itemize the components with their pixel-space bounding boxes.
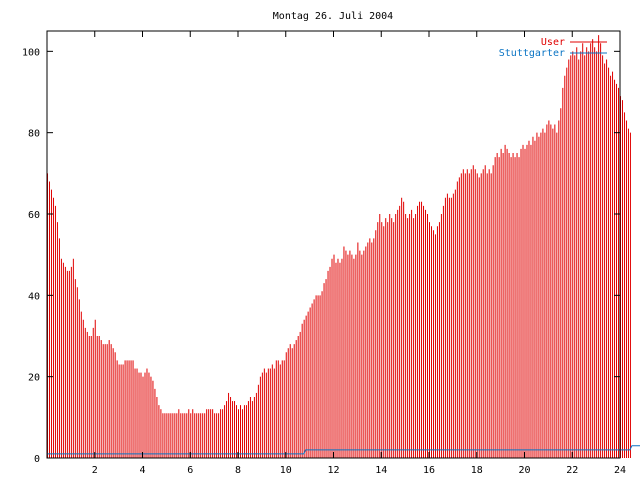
chart-title: Montag 26. Juli 2004 (273, 11, 393, 22)
legend-user-label: User (541, 37, 565, 48)
stuttgarter-series (47, 445, 640, 455)
y-tick-label: 80 (28, 129, 40, 140)
y-tick-label: 60 (28, 210, 40, 221)
y-tick-label: 40 (28, 291, 40, 302)
x-tick-label: 22 (566, 465, 578, 476)
x-tick-label: 6 (187, 465, 193, 476)
x-tick-label: 16 (423, 465, 435, 476)
y-tick-label: 0 (34, 454, 40, 465)
legend-stuttgarter-label: Stuttgarter (499, 48, 565, 59)
y-tick-label: 100 (22, 47, 40, 58)
x-tick-label: 2 (92, 465, 98, 476)
x-tick-label: 10 (280, 465, 292, 476)
x-tick-label: 20 (518, 465, 530, 476)
x-tick-label: 24 (614, 465, 626, 476)
x-tick-label: 18 (471, 465, 483, 476)
user-bars (47, 35, 631, 458)
x-tick-label: 4 (139, 465, 145, 476)
legend: User Stuttgarter (499, 37, 607, 59)
x-tick-label: 12 (327, 465, 339, 476)
line-stuttgarter (47, 445, 640, 455)
x-tick-label: 8 (235, 465, 241, 476)
x-tick-label: 14 (375, 465, 387, 476)
y-tick-label: 20 (28, 373, 40, 384)
